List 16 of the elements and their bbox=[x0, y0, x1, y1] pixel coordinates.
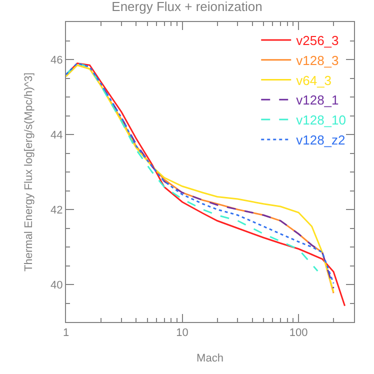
x-tick-label: 1 bbox=[62, 327, 70, 340]
y-tick-label: 44 bbox=[50, 129, 63, 142]
y-tick-label: 40 bbox=[50, 279, 63, 292]
x-axis-title: Mach bbox=[196, 352, 224, 364]
x-tick-label: 100 bbox=[289, 327, 308, 340]
y-tick-label: 42 bbox=[50, 204, 63, 216]
y-tick-label: 46 bbox=[50, 54, 63, 66]
legend-label: v128_1 bbox=[296, 92, 339, 108]
x-tick-label: 10 bbox=[176, 327, 188, 340]
legend-label: v64_3 bbox=[296, 72, 332, 88]
legend-label: v128_10 bbox=[296, 112, 346, 128]
legend-label: v128_z2 bbox=[296, 132, 346, 148]
y-axis-title: Thermal Energy Flux log[erg/s(Mpc/h)^3] bbox=[23, 72, 36, 272]
legend-label: v128_3 bbox=[296, 52, 339, 68]
chart-title: Energy Flux + reionization bbox=[112, 0, 262, 14]
legend-label: v256_3 bbox=[296, 33, 339, 48]
